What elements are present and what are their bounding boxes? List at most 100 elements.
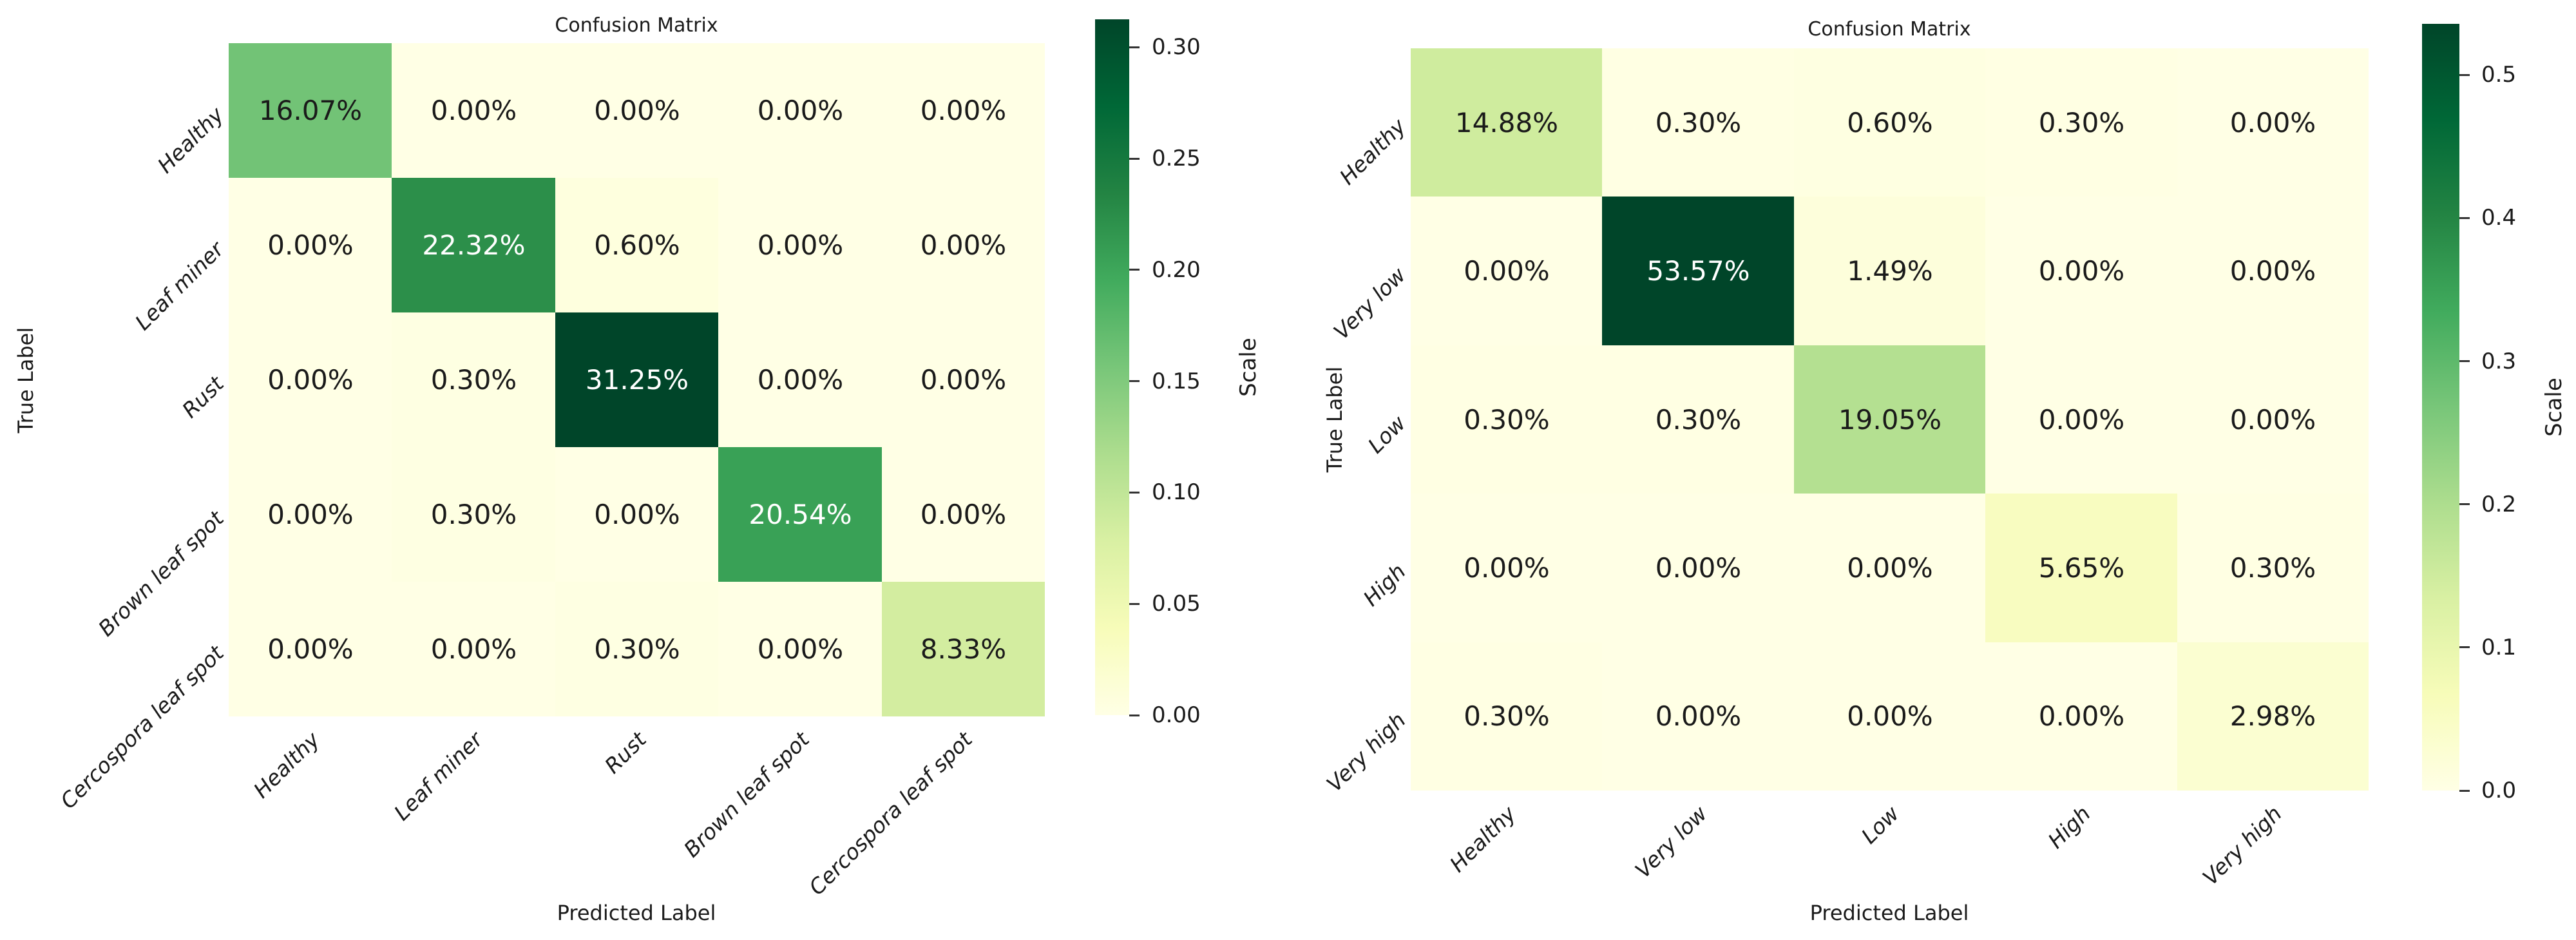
colorbar-tick-mark (2459, 503, 2470, 506)
heatmap-cell: 0.00% (555, 43, 719, 178)
colorbar-tick-mark (2459, 646, 2470, 649)
heatmap-cell: 0.00% (392, 582, 556, 716)
y-category-label: Rust (177, 370, 229, 423)
colorbar (1095, 19, 1129, 715)
heatmap-cell: 16.07% (229, 43, 392, 178)
heatmap-cell: 0.00% (1794, 494, 1986, 643)
y-category-label: High (1358, 559, 1411, 611)
x-category-label: Healthy (248, 727, 325, 803)
colorbar-tick-mark (1129, 602, 1140, 605)
y-category-label: Healthy (1334, 113, 1411, 190)
heatmap-cell: 0.00% (229, 447, 392, 582)
colorbar-tick-mark (2459, 360, 2470, 363)
x-category-label: Low (1856, 801, 1904, 849)
colorbar-tick-mark (1129, 269, 1140, 271)
heatmap-cell: 0.00% (1411, 494, 1603, 643)
colorbar-tick-mark (1129, 46, 1140, 48)
heatmap-cell: 19.05% (1794, 345, 1986, 494)
colorbar-tick-label: 0.3 (2481, 348, 2517, 374)
colorbar (2422, 24, 2459, 791)
colorbar-tick-label: 0.30 (1152, 34, 1201, 61)
colorbar-tick-label: 0.00 (1152, 702, 1201, 728)
heatmap-cell: 0.60% (555, 178, 719, 313)
x-category-label: Healthy (1444, 801, 1521, 878)
heatmap-cell: 0.00% (882, 178, 1045, 313)
y-axis-label: True Label (14, 327, 38, 434)
heatmap-cell: 14.88% (1411, 48, 1603, 197)
heatmap-cell: 0.00% (1794, 642, 1986, 791)
colorbar-tick-mark (1129, 380, 1140, 383)
heatmap-cell: 0.00% (392, 43, 556, 178)
colorbar-tick-mark (1129, 157, 1140, 160)
heatmap-cell: 0.00% (882, 312, 1045, 448)
heatmap-cell: 5.65% (1985, 494, 2178, 643)
heatmap-cell: 0.30% (1602, 345, 1795, 494)
colorbar-tick-label: 0.5 (2481, 62, 2517, 88)
colorbar-tick-label: 0.25 (1152, 146, 1201, 171)
y-category-label: Cercospora leaf spot (55, 640, 229, 814)
colorbar-tick-label: 0.05 (1152, 591, 1201, 617)
x-axis-label: Predicted Label (557, 901, 716, 925)
heatmap-cell: 0.00% (1985, 345, 2178, 494)
plot-title: Confusion Matrix (555, 14, 718, 37)
y-category-label: Leaf miner (129, 236, 229, 335)
heatmap-cell: 0.00% (2177, 345, 2369, 494)
y-category-label: Low (1362, 410, 1411, 459)
colorbar-label: Scale (2541, 378, 2567, 437)
y-category-label: Healthy (152, 101, 229, 178)
heatmap-cell: 0.00% (882, 43, 1045, 178)
heatmap-cell: 20.54% (718, 447, 883, 582)
x-axis-label: Predicted Label (1809, 901, 1969, 925)
colorbar-tick-label: 0.10 (1152, 479, 1201, 506)
heatmap-cell: 8.33% (882, 582, 1045, 716)
x-category-label: High (2043, 801, 2095, 854)
x-category-label: Brown leaf spot (678, 727, 814, 863)
heatmap-cell: 0.30% (555, 582, 719, 716)
x-category-label: Very low (1630, 801, 1712, 883)
heatmap-cell: 0.00% (229, 178, 392, 313)
colorbar-tick-mark (1129, 491, 1140, 494)
heatmap-cell: 0.30% (392, 447, 556, 582)
heatmap-cell: 31.25% (555, 312, 719, 448)
heatmap-cell: 0.00% (718, 178, 883, 313)
heatmap-cell: 53.57% (1602, 197, 1795, 346)
x-category-label: Leaf miner (389, 727, 488, 826)
heatmap-cell: 0.30% (1411, 345, 1603, 494)
heatmap-cell: 0.30% (392, 312, 556, 448)
x-category-label: Very high (2197, 801, 2287, 890)
x-category-label: Cercospora leaf spot (804, 727, 978, 900)
colorbar-label: Scale (1236, 338, 1261, 397)
colorbar-tick-mark (2459, 789, 2470, 792)
heatmap-cell: 0.00% (882, 447, 1045, 582)
heatmap-cell: 0.30% (1985, 48, 2178, 197)
heatmap-cell: 0.00% (229, 582, 392, 716)
colorbar-tick-label: 0.0 (2481, 778, 2517, 803)
heatmap-cell: 0.00% (229, 312, 392, 448)
colorbar-tick-label: 0.1 (2481, 634, 2517, 660)
heatmap-cell: 0.00% (1985, 642, 2178, 791)
heatmap-cell: 0.00% (1602, 494, 1795, 643)
x-category-label: Rust (599, 727, 651, 779)
heatmap-cell: 0.00% (1602, 642, 1795, 791)
colorbar-tick-label: 0.15 (1152, 368, 1201, 394)
y-category-label: Very low (1328, 262, 1411, 345)
colorbar-tick-label: 0.4 (2481, 205, 2517, 231)
colorbar-tick-label: 0.2 (2481, 491, 2517, 517)
y-axis-label: True Label (1322, 366, 1347, 473)
colorbar-tick-mark (1129, 714, 1140, 716)
heatmap-cell: 0.30% (1602, 48, 1795, 197)
y-category-label: Brown leaf spot (93, 505, 229, 641)
heatmap-cell: 0.00% (718, 312, 883, 448)
heatmap-cell: 0.30% (2177, 494, 2369, 643)
colorbar-tick-mark (2459, 216, 2470, 219)
colorbar-tick-mark (2459, 73, 2470, 76)
heatmap-cell: 0.00% (2177, 48, 2369, 197)
heatmap-cell: 1.49% (1794, 197, 1986, 346)
y-category-label: Very high (1321, 707, 1411, 797)
heatmap-cell: 0.00% (718, 582, 883, 716)
colorbar-tick-label: 0.20 (1152, 256, 1201, 283)
heatmap-cell: 0.00% (2177, 197, 2369, 346)
heatmap-cell: 0.00% (718, 43, 883, 178)
heatmap-grid: 16.07% 0.00% 0.00% 0.00% 0.00% 0.00% 22.32% 0.6… (229, 43, 1045, 716)
